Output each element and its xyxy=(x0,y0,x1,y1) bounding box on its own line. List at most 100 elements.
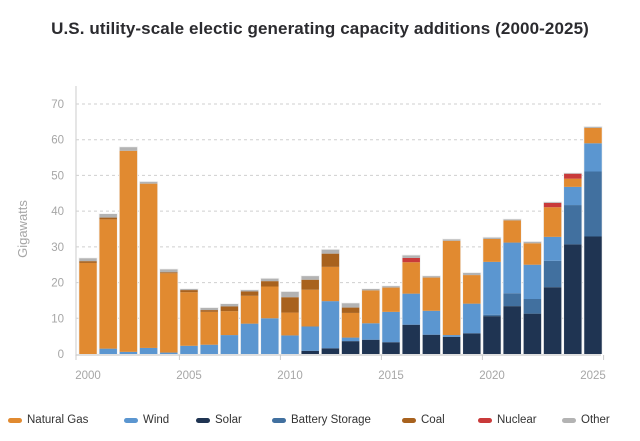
bar-segment-natural-gas: Natural Gas 2023: 8.3 xyxy=(543,207,562,237)
bar-segment-nuclear: Nuclear 2023: 1.2 xyxy=(543,202,562,208)
bar-segment-other: Other 2024: 0.1 xyxy=(564,173,582,174)
bar-segment-solar: Solar 2025: 32.9 xyxy=(584,236,602,354)
bar-segment-other: Other 2022: 0.4 xyxy=(523,241,542,244)
bar-segment-coal: Coal 2011: 2.8 xyxy=(301,279,319,290)
bar-segment-wind: Wind 2007: 5.3 xyxy=(220,335,239,354)
bar-segment-coal: Coal 2000: 0.5 xyxy=(79,261,97,263)
bar-segment-solar: Solar 2018: 4.8 xyxy=(442,336,461,354)
bar-stack-2023: Solar 2023: 18.7Battery Storage 2023: 7.… xyxy=(543,201,563,354)
bar-segment-natural-gas: Natural Gas 2005: 15 xyxy=(180,292,198,346)
y-tick-label: 40 xyxy=(51,206,64,218)
bar-segment-wind: Wind 2011: 6.8 xyxy=(301,326,319,351)
bar-segment-solar: Solar 2011: 0.9 xyxy=(301,350,319,354)
bar-segment-wind: Wind 2018: 0.5 xyxy=(442,335,461,337)
legend-swatch-icon xyxy=(402,417,416,423)
legend-label: Coal xyxy=(421,414,445,426)
bar-segment-other: Other 2001: 1 xyxy=(99,214,117,218)
bar-stack-2017: Solar 2017: 5.4Wind 2017: 6.7Natural Gas… xyxy=(421,275,441,354)
bar-segment-coal: Coal 2004: 0.3 xyxy=(160,272,178,274)
bar-segment-other: Other 2017: 0.4 xyxy=(422,276,441,278)
bar-segment-wind: Wind 2003: 1.7 xyxy=(139,347,158,354)
bar-stack-2025: Solar 2025: 32.9Battery Storage 2025: 18… xyxy=(583,126,603,354)
bar-stack-2003: Wind 2003: 1.7Natural Gas 2003: 46Other … xyxy=(139,181,159,354)
bar-stack-2021: Solar 2021: 13.4Battery Storage 2021: 3.… xyxy=(502,218,522,354)
bar-stack-2007: Wind 2007: 5.3Natural Gas 2007: 6.7Coal … xyxy=(219,303,239,354)
bar-segment-wind: Wind 2020: 14.8 xyxy=(483,261,501,315)
bar-stack-2018: Solar 2018: 4.8Wind 2018: 0.5Natural Gas… xyxy=(442,238,462,354)
bar-segment-wind: Wind 2010: 5.2 xyxy=(281,335,299,354)
bar-segment-other: Other 2021: 0.3 xyxy=(503,219,521,221)
bar-segment-battery-storage: Battery Storage 2020: 0.4 xyxy=(483,314,501,317)
bar-segment-wind: Wind 2017: 6.7 xyxy=(422,310,441,335)
legend-swatch-icon xyxy=(562,417,576,423)
bar-segment-wind: Wind 2005: 2.3 xyxy=(180,345,198,354)
bar-stack-2014: Solar 2014: 4Wind 2014: 4.6Natural Gas 2… xyxy=(361,288,381,354)
bar-segment-coal: Coal 2009: 1.5 xyxy=(261,281,279,287)
bar-segment-natural-gas: Natural Gas 2018: 26.4 xyxy=(442,240,461,336)
legend-item-natural-gas[interactable]: Natural Gas xyxy=(8,414,88,426)
bar-segment-natural-gas: Natural Gas 2021: 6.2 xyxy=(503,220,521,243)
bar-segment-solar: Solar 2022: 11.3 xyxy=(523,313,542,354)
bar-stack-2015: Solar 2015: 3.3Wind 2015: 8.5Natural Gas… xyxy=(381,285,401,354)
bar-segment-other: Other 2019: 0.6 xyxy=(463,272,481,276)
bar-stack-2000: Natural Gas 2000: 25.5Coal 2000: 0.5Othe… xyxy=(78,257,98,354)
bar-segment-wind: Wind 2014: 4.6 xyxy=(362,323,380,340)
bar-segment-solar: Solar 2024: 30.7 xyxy=(564,244,582,354)
bar-segment-wind: Wind 2001: 1.5 xyxy=(99,348,117,354)
bars: Natural Gas 2000: 25.5Coal 2000: 0.5Othe… xyxy=(78,126,603,354)
legend-swatch-icon xyxy=(8,417,22,423)
legend-label: Natural Gas xyxy=(27,414,89,426)
bar-segment-natural-gas: Natural Gas 2002: 56.3 xyxy=(119,150,138,352)
bar-segment-wind: Wind 2002: 0.6 xyxy=(119,351,138,354)
bar-segment-other: Other 2008: 0.4 xyxy=(240,290,259,292)
bar-segment-other: Other 2009: 0.7 xyxy=(261,278,279,282)
bar-segment-battery-storage: Battery Storage 2023: 7.4 xyxy=(543,260,562,288)
bar-segment-other: Other 2000: 0.8 xyxy=(79,258,97,262)
bar-segment-other: Other 2015: 0.4 xyxy=(382,286,400,288)
legend-label: Nuclear xyxy=(497,414,537,426)
bar-segment-other: Other 2013: 1.2 xyxy=(341,303,360,308)
bar-segment-natural-gas: Natural Gas 2013: 6.9 xyxy=(341,312,360,338)
bar-segment-solar: Solar 2017: 5.4 xyxy=(422,334,441,354)
bar-segment-solar: Solar 2021: 13.4 xyxy=(503,306,521,354)
bar-segment-other: Other 2010: 1.5 xyxy=(281,291,299,298)
bar-stack-2004: Wind 2004: 0.4Natural Gas 2004: 22.2Coal… xyxy=(159,268,179,354)
bar-segment-natural-gas: Natural Gas 2008: 7.8 xyxy=(240,295,259,324)
bar-segment-wind: Wind 2016: 8.7 xyxy=(402,293,420,325)
legend-label: Battery Storage xyxy=(291,414,371,426)
x-tick-label: 2000 xyxy=(75,370,101,382)
bar-stack-2013: Solar 2013: 3.6Wind 2013: 1Natural Gas 2… xyxy=(341,302,361,354)
bar-segment-natural-gas: Natural Gas 2025: 4.3 xyxy=(584,127,602,144)
bar-stack-2002: Wind 2002: 0.6Natural Gas 2002: 56.3Othe… xyxy=(118,146,138,354)
bar-stack-2005: Wind 2005: 2.3Natural Gas 2005: 15Coal 2… xyxy=(179,288,199,354)
legend-item-other[interactable]: Other xyxy=(562,414,610,426)
bar-stack-2019: Solar 2019: 5.8Wind 2019: 8.3Natural Gas… xyxy=(462,272,482,354)
legend-item-battery-storage[interactable]: Battery Storage xyxy=(272,414,371,426)
bar-segment-natural-gas: Natural Gas 2010: 6.4 xyxy=(281,312,299,336)
legend-item-coal[interactable]: Coal xyxy=(402,414,445,426)
bar-segment-solar: Solar 2013: 3.6 xyxy=(341,341,360,354)
bar-segment-wind: Wind 2008: 8.5 xyxy=(240,323,259,354)
legend-label: Other xyxy=(581,414,610,426)
bar-segment-wind: Wind 2025: 7.9 xyxy=(584,143,602,172)
legend-item-nuclear[interactable]: Nuclear xyxy=(478,414,537,426)
legend-item-wind[interactable]: Wind xyxy=(124,414,169,426)
axes: 0 10 20 30 40 50 60 70 2000 2005 2010 2015 2020 2025 xyxy=(51,86,606,382)
bar-segment-other: Other 2006: 0.6 xyxy=(200,307,218,311)
bar-segment-wind: Wind 2004: 0.4 xyxy=(160,352,178,354)
bar-stack-2009: Wind 2009: 10Natural Gas 2009: 8.9Coal 2… xyxy=(260,277,280,354)
bar-segment-natural-gas: Natural Gas 2007: 6.7 xyxy=(220,311,239,336)
legend-item-solar[interactable]: Solar xyxy=(196,414,242,426)
bar-segment-other: Other 2012: 1.1 xyxy=(321,249,340,254)
legend-swatch-icon xyxy=(124,417,138,423)
bar-segment-battery-storage: Battery Storage 2022: 4.1 xyxy=(523,299,542,314)
bar-segment-solar: Solar 2014: 4 xyxy=(362,339,380,354)
bar-segment-natural-gas: Natural Gas 2017: 9.3 xyxy=(422,277,441,311)
bar-segment-solar: Solar 2023: 18.7 xyxy=(543,287,562,354)
bar-segment-natural-gas: Natural Gas 2024: 2.3 xyxy=(564,178,582,187)
bar-segment-natural-gas: Natural Gas 2020: 6.4 xyxy=(483,239,501,262)
bar-segment-wind: Wind 2009: 10 xyxy=(261,318,279,354)
bar-stack-2022: Solar 2022: 11.3Battery Storage 2022: 4.… xyxy=(522,241,542,354)
bar-stack-2020: Solar 2020: 10.6Battery Storage 2020: 0.… xyxy=(482,236,502,354)
